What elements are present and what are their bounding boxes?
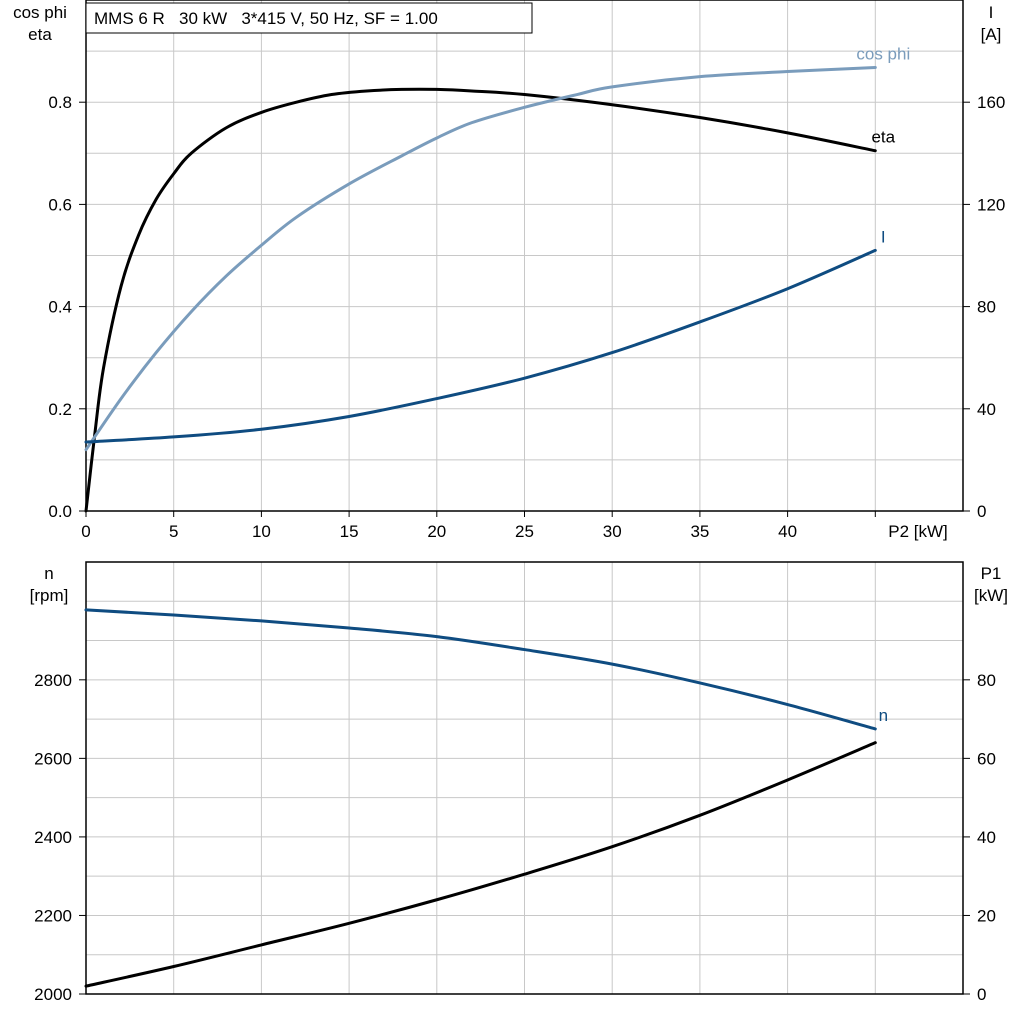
right-tick-label: 80 <box>977 671 996 690</box>
left-tick-label: 0.4 <box>48 298 72 317</box>
right-tick-label: 160 <box>977 93 1005 112</box>
right-axis-title-line: P1 <box>981 564 1002 583</box>
x-tick-label: 0 <box>81 522 90 541</box>
left-axis-title-line: cos phi <box>13 3 67 22</box>
right-axis-title: I [A] <box>981 3 1002 44</box>
left-tick-label: 2800 <box>34 671 72 690</box>
right-tick-label: 0 <box>977 985 986 1004</box>
right-axis-title-line: [kW] <box>974 586 1008 605</box>
left-tick-label: 2400 <box>34 828 72 847</box>
chart-panel-2: 2000 2200 2400 2600 2800 0 20 40 60 80 n [rpm] P1 [kW… <box>30 561 1008 1004</box>
left-tick-label: 2600 <box>34 749 72 768</box>
right-tick-label: 60 <box>977 749 996 768</box>
plot-frame <box>85 561 964 995</box>
x-tick-label: 10 <box>252 522 271 541</box>
series-label-n: n <box>879 706 888 725</box>
series-line-p1 <box>84 741 877 988</box>
series-line-i <box>84 248 877 444</box>
series-label-eta: eta <box>871 128 895 147</box>
right-tick-label: 120 <box>977 195 1005 214</box>
left-axis-title-line: n <box>44 564 53 583</box>
left-tick-label: 0.6 <box>48 195 72 214</box>
title-box: MMS 6 R 30 kW 3*415 V, 50 Hz, SF = 1.00 <box>85 2 533 34</box>
x-tick-label: 40 <box>778 522 797 541</box>
right-tick-label: 40 <box>977 828 996 847</box>
left-axis-title-line: eta <box>28 25 52 44</box>
left-axis-title-line: [rpm] <box>30 586 69 605</box>
left-tick-label: 0.0 <box>48 502 72 521</box>
right-tick-label: 80 <box>977 298 996 317</box>
left-tick-label: 0.8 <box>48 93 72 112</box>
right-axis-title-line: I <box>989 3 994 22</box>
x-tick-label: 20 <box>427 522 446 541</box>
series-line-n <box>84 608 877 731</box>
right-axis-title: P1 [kW] <box>974 564 1008 605</box>
series-label-cos-phi: cos phi <box>856 44 910 63</box>
x-tick-label: 15 <box>340 522 359 541</box>
series-line-eta <box>84 87 877 513</box>
right-axis-title-line: [A] <box>981 25 1002 44</box>
x-axis-title: P2 [kW] <box>888 522 948 541</box>
left-axis-title: cos phi eta <box>13 3 67 44</box>
x-tick-label: 35 <box>690 522 709 541</box>
series-label-i: I <box>881 227 886 246</box>
x-tick-label: 25 <box>515 522 534 541</box>
left-tick-label: 0.2 <box>48 400 72 419</box>
series-line-cos-phi <box>84 65 877 452</box>
x-tick-label: 30 <box>603 522 622 541</box>
x-tick-label: 5 <box>169 522 178 541</box>
chart-panel-1: 0.0 0.2 0.4 0.6 0.8 0 40 80 120 160 0 5 10 15 20 25 30 35… <box>13 0 1005 541</box>
right-tick-label: 20 <box>977 906 996 925</box>
chart-title: MMS 6 R 30 kW 3*415 V, 50 Hz, SF = 1.00 <box>94 9 438 28</box>
left-tick-label: 2000 <box>34 985 72 1004</box>
left-tick-label: 2200 <box>34 906 72 925</box>
right-tick-label: 0 <box>977 502 986 521</box>
left-axis-title: n [rpm] <box>30 564 69 605</box>
title-box-frame <box>85 2 533 34</box>
right-tick-label: 40 <box>977 400 996 419</box>
